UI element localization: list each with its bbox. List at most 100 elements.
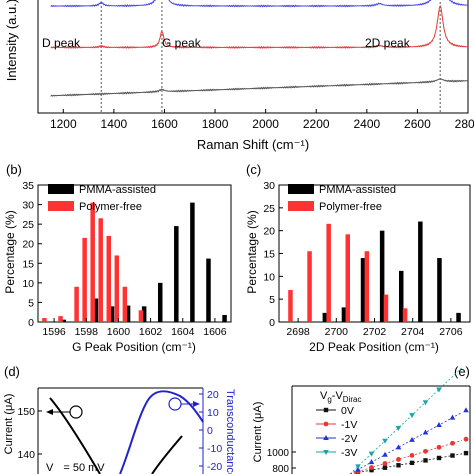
panel-b-y-tick-label-5: 25 bbox=[22, 219, 34, 231]
panel-c-bar-pmma-4 bbox=[398, 270, 404, 322]
panel-b-y-axis-label: Percentage (%) bbox=[3, 210, 17, 293]
panel-c-bar-pmma-0 bbox=[322, 312, 328, 322]
panel-b-bar-pmma-4 bbox=[141, 306, 147, 322]
panel-e-legend-label-0: 0V bbox=[341, 405, 354, 417]
panel-d-right-tick-label-2: 0 bbox=[207, 425, 213, 437]
panel-b-x-tick-label-1: 1598 bbox=[75, 326, 99, 338]
panel-e-point-1-8 bbox=[463, 436, 469, 442]
panel-b-y-tick-label-1: 5 bbox=[28, 297, 34, 309]
panel-d-y-axis-label: Current (μA) bbox=[3, 394, 15, 455]
panel-b-x-axis-label: G Peak Position (cm⁻¹) bbox=[72, 340, 196, 354]
panel-c-bar-polymer-free-1 bbox=[307, 251, 312, 322]
panel-d-transconductance-curve bbox=[119, 390, 204, 474]
panel-d-transconductance-arrowhead bbox=[193, 401, 200, 407]
raman-reference-lines bbox=[100, 0, 441, 113]
panel-e-point-2-2 bbox=[382, 451, 388, 457]
panel-e-y-tick-label-1: 800 bbox=[272, 464, 289, 474]
raman-x-tick-label-0: 1200 bbox=[50, 117, 77, 131]
panel-e-legend-label-3: -3V bbox=[341, 447, 357, 459]
panel-b-plot-frame bbox=[37, 184, 232, 323]
panel-c-y-tick-label-5: 25 bbox=[263, 203, 275, 215]
panel-e-point-2-3 bbox=[395, 444, 402, 450]
raman-x-ticks: 1200 1400 1600 1800 2000 2200 2400 2600 2800 bbox=[50, 109, 474, 131]
panel-c-bars bbox=[288, 221, 461, 322]
panel-d-right-tick-label-3: -10 bbox=[207, 443, 222, 455]
panel-b-bar-pmma-1 bbox=[93, 298, 99, 322]
panel-c-legend-swatch-0 bbox=[288, 184, 314, 194]
panel-b-x-tick-label-2: 1600 bbox=[107, 326, 131, 338]
panel-b-bar-pmma-2 bbox=[109, 306, 115, 322]
panel-b-bar-pmma-8 bbox=[206, 258, 211, 322]
panel-b-legend: PMMA-assisted Polymer-free bbox=[48, 184, 156, 213]
raman-spectrum-2 bbox=[50, 78, 469, 97]
panel-b-bar-polymer-free-7 bbox=[114, 255, 120, 322]
panel-c-x-tick-label-2: 2702 bbox=[363, 326, 387, 338]
panel-c-x-tick-label-3: 2704 bbox=[401, 326, 425, 338]
panel-b-bars bbox=[42, 202, 227, 322]
raman-x-tick-label-5: 2200 bbox=[303, 117, 330, 131]
panel-e-point-0-6 bbox=[436, 455, 442, 461]
panel-c-bar-pmma-2 bbox=[360, 258, 366, 322]
panel-e-legend-marker-3 bbox=[323, 450, 329, 455]
panel-e-point-3-5 bbox=[422, 400, 429, 406]
panel-c-x-tick-label-4: 2706 bbox=[439, 326, 463, 338]
panel-e-point-1-4 bbox=[409, 453, 415, 458]
panel-d-label: (d) bbox=[4, 364, 20, 379]
panel-c-x-tick-label-1: 2700 bbox=[325, 326, 349, 338]
panel-e-point-1-7 bbox=[450, 440, 455, 446]
panel-c-axes: 2698 2700 2702 2704 2706 0 5 10 15 20 25 30 bbox=[263, 180, 462, 338]
panel-b-x-tick-label-4: 1604 bbox=[171, 326, 195, 338]
raman-series bbox=[50, 0, 469, 97]
panel-b-bar-pmma-3 bbox=[125, 305, 131, 322]
panel-c-y-axis-label: Percentage (%) bbox=[245, 210, 259, 293]
panel-c-legend-label-1: Polymer-free bbox=[319, 201, 382, 213]
panel-b-y-tick-label-2: 10 bbox=[22, 278, 34, 290]
panel-e-legend-label-1: -1V bbox=[341, 419, 357, 431]
panel-b-legend-swatch-0 bbox=[48, 184, 74, 194]
panel-e-legend-marker-0 bbox=[323, 407, 329, 413]
panel-b-bar-pmma-6 bbox=[174, 226, 179, 322]
panel-c-bar-polymer-free-6 bbox=[402, 308, 408, 322]
panel-e-point-2-4 bbox=[409, 436, 415, 442]
raman-x-tick-label-3: 1800 bbox=[202, 117, 229, 131]
panel-d-vd-annotation: V = 50 mV bbox=[46, 462, 105, 474]
panel-c-y-tick-label-0: 0 bbox=[269, 317, 275, 329]
panel-c-y-tick-label-4: 20 bbox=[263, 226, 275, 238]
panel-e-y-axis-label: Current (μA) bbox=[252, 402, 264, 463]
panel-e-point-3-3 bbox=[395, 425, 402, 431]
panel-b-bar-polymer-free-3 bbox=[82, 237, 87, 322]
panel-b-x-tick-label-5: 1606 bbox=[203, 326, 227, 338]
raman-panel: Intensity (a.u.) 1200 1400 1600 1800 2000 220… bbox=[4, 0, 474, 152]
panel-b-legend-label-1: Polymer-free bbox=[79, 201, 142, 213]
panel-c-bar-pmma-7 bbox=[456, 312, 461, 322]
panel-b-y-tick-label-6: 30 bbox=[22, 200, 34, 212]
panel-e-legend-marker-2 bbox=[323, 435, 329, 440]
panel-b-bar-pmma-7 bbox=[190, 202, 195, 322]
panel-b-bar-polymer-free-6 bbox=[106, 235, 112, 322]
raman-x-tick-label-2: 1600 bbox=[151, 117, 178, 131]
panel-b-bar-polymer-free-2 bbox=[74, 286, 79, 322]
raman-x-axis-label: Raman Shift (cm⁻¹) bbox=[197, 137, 309, 152]
panel-b-y-tick-label-4: 20 bbox=[22, 239, 34, 251]
panel-e-point-0-4 bbox=[409, 460, 415, 466]
panel-d-current-curve bbox=[49, 397, 183, 474]
panel-b: (b) Percentage (%) 1596 1598 1600 1602 1604 1… bbox=[3, 162, 232, 354]
panel-e-point-0-2 bbox=[382, 465, 388, 470]
panel-c-bar-polymer-free-4 bbox=[364, 251, 370, 322]
panel-c-bar-polymer-free-5 bbox=[383, 294, 389, 322]
raman-y-axis-label: Intensity (a.u.) bbox=[4, 0, 19, 81]
panel-e-ticks: 1000 800 bbox=[267, 448, 296, 474]
raman-peak-annotations: D peak G peak 2D peak bbox=[42, 36, 411, 50]
raman-annotation-1: G peak bbox=[162, 36, 202, 50]
panel-b-bar-polymer-free-8 bbox=[122, 286, 128, 322]
panel-e-point-3-4 bbox=[409, 413, 415, 419]
panel-e-legend-title: Vg-VDirac bbox=[320, 390, 361, 404]
panel-e-point-0-8 bbox=[463, 450, 469, 456]
panel-e-point-3-6 bbox=[436, 387, 442, 393]
panel-b-label: (b) bbox=[6, 162, 22, 177]
panel-c-legend-swatch-1 bbox=[288, 201, 314, 211]
panel-b-bar-pmma-9 bbox=[222, 314, 227, 322]
panel-e-legend-marker-1 bbox=[323, 421, 329, 427]
panel-e-point-1-3 bbox=[396, 457, 401, 462]
